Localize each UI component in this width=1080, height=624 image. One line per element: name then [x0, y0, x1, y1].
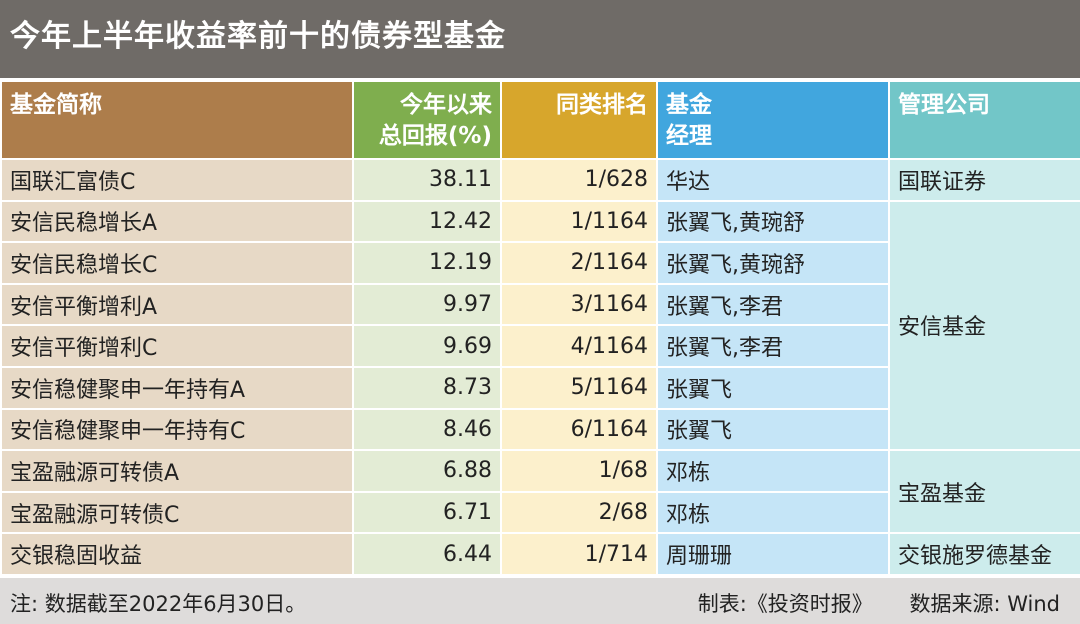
footnote: 注: 数据截至2022年6月30日。 [10, 592, 307, 616]
fund-rank: 4/1164 [500, 324, 658, 368]
fund-return: 38.11 [352, 158, 502, 202]
fund-return: 6.44 [352, 532, 502, 576]
table-row: 安信民稳增长A 12.42 1/1164 张翼飞,黄琬舒 安信基金 [0, 199, 1080, 452]
fund-rank: 1/714 [500, 532, 658, 576]
fund-company: 国联证券 [888, 158, 1080, 202]
fund-name: 安信平衡增利C [0, 324, 354, 368]
fund-name: 宝盈融源可转债C [0, 490, 354, 535]
fund-name: 安信民稳增长A [0, 199, 354, 244]
fund-manager: 张翼飞,李君 [656, 282, 890, 327]
fund-manager: 邓栋 [656, 490, 890, 535]
table-row: 宝盈融源可转债C 6.71 2/68 邓栋 [0, 490, 1080, 535]
fund-rank: 1/628 [500, 158, 658, 202]
fund-manager: 张翼飞,黄琬舒 [656, 199, 890, 244]
fund-rank: 3/1164 [500, 282, 658, 327]
fund-company: 宝盈基金 [888, 449, 1080, 535]
fund-rank: 2/68 [500, 490, 658, 535]
table-row: 安信平衡增利C 9.69 4/1164 张翼飞,李君 [0, 324, 1080, 368]
fund-rank: 1/1164 [500, 199, 658, 244]
table-row: 安信稳健聚申一年持有A 8.73 5/1164 张翼飞 [0, 365, 1080, 410]
fund-company: 安信基金 [888, 199, 1080, 452]
fund-return: 9.69 [352, 324, 502, 368]
fund-name: 安信稳健聚申一年持有C [0, 407, 354, 452]
fund-name: 国联汇富债C [0, 158, 354, 202]
page-title: 今年上半年收益率前十的债券型基金 [10, 19, 506, 54]
header-manager-line2: 经理 [666, 123, 712, 149]
fund-manager: 华达 [656, 158, 890, 202]
header-fund-name: 基金简称 [0, 80, 354, 160]
table-row: 安信民稳增长C 12.19 2/1164 张翼飞,黄琬舒 [0, 241, 1080, 285]
table-row: 国联汇富债C 38.11 1/628 华达 国联证券 [0, 158, 1080, 202]
header-rank: 同类排名 [500, 80, 658, 160]
fund-manager: 周珊珊 [656, 532, 890, 576]
fund-return: 9.97 [352, 282, 502, 327]
fund-name: 安信平衡增利A [0, 282, 354, 327]
fund-return: 12.42 [352, 199, 502, 244]
fund-return: 8.73 [352, 365, 502, 410]
fund-name: 宝盈融源可转债A [0, 449, 354, 493]
header-return-line1: 今年以来 [400, 92, 492, 118]
fund-manager: 邓栋 [656, 449, 890, 493]
fund-manager: 张翼飞,黄琬舒 [656, 241, 890, 285]
fund-rank: 5/1164 [500, 365, 658, 410]
header-manager: 基金 经理 [656, 80, 890, 160]
fund-manager: 张翼飞 [656, 365, 890, 410]
header-company: 管理公司 [888, 80, 1080, 160]
footer-bar: 注: 数据截至2022年6月30日。 制表:《投资时报》 数据来源: Wind [0, 578, 1080, 624]
header-return-line2: 总回报(%) [378, 123, 492, 149]
fund-company: 交银施罗德基金 [888, 532, 1080, 576]
source-credits: 制表:《投资时报》 数据来源: Wind [668, 588, 1060, 618]
fund-manager: 张翼飞 [656, 407, 890, 452]
fund-return: 8.46 [352, 407, 502, 452]
made-by-credit: 制表:《投资时报》 [697, 592, 873, 616]
fund-manager: 张翼飞,李君 [656, 324, 890, 368]
fund-name: 安信稳健聚申一年持有A [0, 365, 354, 410]
fund-return: 6.71 [352, 490, 502, 535]
table-row: 交银稳固收益 6.44 1/714 周珊珊 交银施罗德基金 [0, 532, 1080, 576]
fund-name: 交银稳固收益 [0, 532, 354, 576]
fund-name: 安信民稳增长C [0, 241, 354, 285]
data-source-credit: 数据来源: Wind [909, 592, 1060, 616]
fund-rank: 1/68 [500, 449, 658, 493]
fund-rank: 6/1164 [500, 407, 658, 452]
title-bar: 今年上半年收益率前十的债券型基金 [0, 0, 1080, 78]
table-row: 安信稳健聚申一年持有C 8.46 6/1164 张翼飞 [0, 407, 1080, 452]
fund-return: 12.19 [352, 241, 502, 285]
table-header-row: 基金简称 今年以来 总回报(%) 同类排名 基金 经理 管理公司 [0, 80, 1080, 160]
table-row: 宝盈融源可转债A 6.88 1/68 邓栋 宝盈基金 [0, 449, 1080, 535]
table-row: 安信平衡增利A 9.97 3/1164 张翼飞,李君 [0, 282, 1080, 327]
fund-rank: 2/1164 [500, 241, 658, 285]
fund-return: 6.88 [352, 449, 502, 493]
header-return: 今年以来 总回报(%) [352, 80, 502, 160]
fund-table: 基金简称 今年以来 总回报(%) 同类排名 基金 经理 管理公司 国联汇富债C … [0, 80, 1080, 576]
header-manager-line1: 基金 [666, 92, 712, 118]
